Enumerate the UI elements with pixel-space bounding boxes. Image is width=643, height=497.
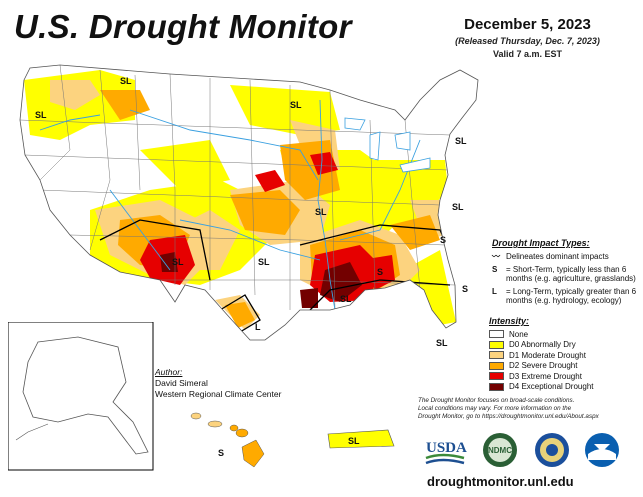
label-s-hawaii: S — [218, 448, 224, 458]
map-date: December 5, 2023 — [464, 16, 591, 33]
label-sl-missouri: SL — [315, 207, 327, 217]
hawaii-islands — [190, 412, 265, 468]
legend-row: D2 Severe Drought — [489, 361, 639, 372]
noaa-logo — [585, 433, 619, 467]
legend-swatch — [489, 382, 504, 391]
legend-row: D4 Exceptional Drought — [489, 382, 639, 393]
ndmc-logo: NDMC — [483, 433, 517, 467]
note-line-2: Local conditions may vary. For more info… — [418, 405, 572, 412]
conus-outline — [19, 64, 479, 341]
conus-drought-map: SL SL SL SL SL SL SL SL SL S S S L SL — [19, 64, 479, 348]
date-block: December 5, 2023 (Released Thursday, Dec… — [420, 16, 635, 59]
legend-swatch — [489, 351, 504, 360]
legend-row: D0 Abnormally Dry — [489, 340, 639, 351]
author-name: David Simeral — [155, 378, 208, 388]
svg-text:NDMC: NDMC — [488, 446, 512, 455]
usda-logo: USDA — [425, 440, 467, 465]
legend-row: D3 Extreme Drought — [489, 371, 639, 382]
label-sl-mississippi: SL — [340, 294, 352, 304]
impact-long-text: = Long-Term, typically greater than 6 mo… — [506, 287, 637, 305]
legend-swatch — [489, 330, 504, 339]
release-date: (Released Thursday, Dec. 7, 2023) — [455, 36, 600, 46]
label-sl-newmexico: SL — [172, 257, 184, 267]
impact-line-text: Delineates dominant impacts — [506, 252, 609, 261]
disclaimer-note: The Drought Monitor focuses on broad-sca… — [418, 397, 640, 421]
inset-maps: S SL — [8, 322, 395, 471]
label-sl-montana: SL — [120, 76, 132, 86]
impact-line-icon: 〰 — [492, 252, 500, 261]
label-sl-florida: SL — [436, 338, 448, 348]
impact-row-long: L = Long-Term, typically greater than 6 … — [492, 287, 642, 305]
impact-types-legend: Drought Impact Types: 〰 Delineates domin… — [492, 238, 642, 305]
label-sl-puertorico: SL — [348, 436, 360, 446]
impact-types-title: Drought Impact Types: — [492, 238, 590, 248]
impact-long-key: L — [492, 287, 497, 296]
impact-short-text: = Short-Term, typically less than 6 mont… — [506, 265, 636, 283]
legend-label: D3 Extreme Drought — [509, 371, 582, 381]
label-sl-newengland: SL — [455, 136, 467, 146]
legend-label: D0 Abnormally Dry — [509, 340, 576, 350]
intensity-title: Intensity: — [489, 316, 530, 326]
great-lakes — [344, 117, 431, 173]
partner-logos: USDA NDMC — [425, 433, 619, 467]
legend-row: D1 Moderate Drought — [489, 350, 639, 361]
label-sl-minnesota: SL — [290, 100, 302, 110]
label-sl-washington: SL — [35, 110, 47, 120]
commerce-seal-logo — [535, 433, 569, 467]
note-line-3: Drought Monitor, go to https://droughtmo… — [418, 413, 599, 420]
label-sl-oklahoma: SL — [258, 257, 270, 267]
legend-label: D1 Moderate Drought — [509, 350, 586, 360]
valid-time: Valid 7 a.m. EST — [492, 49, 563, 59]
website-link[interactable]: droughtmonitor.unl.edu — [427, 474, 574, 489]
impact-labels: SL SL SL SL SL SL SL SL SL S S S L SL — [35, 76, 468, 348]
impact-row-line: 〰 Delineates dominant impacts — [492, 252, 642, 261]
d4-regions — [160, 252, 362, 308]
legend-row: None — [489, 329, 639, 340]
legend-label: None — [509, 329, 529, 339]
impact-short-key: S — [492, 265, 498, 274]
label-s-alabama: S — [377, 267, 383, 277]
author-label: Author: — [155, 367, 183, 377]
intensity-legend: Intensity: None D0 Abnormally Dry D1 Moder… — [489, 316, 639, 392]
legend-swatch — [489, 361, 504, 370]
legend-swatch — [489, 372, 504, 381]
label-sl-midatlantic: SL — [452, 202, 464, 212]
legend-swatch — [489, 340, 504, 349]
alaska-shape — [22, 336, 149, 455]
label-l-texas: L — [255, 322, 261, 332]
author-org: Western Regional Climate Center — [155, 389, 282, 399]
legend-label: D2 Severe Drought — [509, 361, 578, 371]
legend-label: D4 Exceptional Drought — [509, 382, 594, 392]
label-s-carolina: S — [440, 235, 446, 245]
note-line-1: The Drought Monitor focuses on broad-sca… — [418, 397, 575, 404]
aleutian-islands — [15, 423, 49, 441]
label-s-coast: S — [462, 284, 468, 294]
map-title: U.S. Drought Monitor — [14, 8, 352, 45]
author-block: Author: David Simeral Western Regional C… — [155, 367, 281, 400]
impact-row-short: S = Short-Term, typically less than 6 mo… — [492, 265, 642, 283]
puerto-rico-shape — [327, 429, 395, 449]
svg-text:USDA: USDA — [426, 440, 467, 456]
